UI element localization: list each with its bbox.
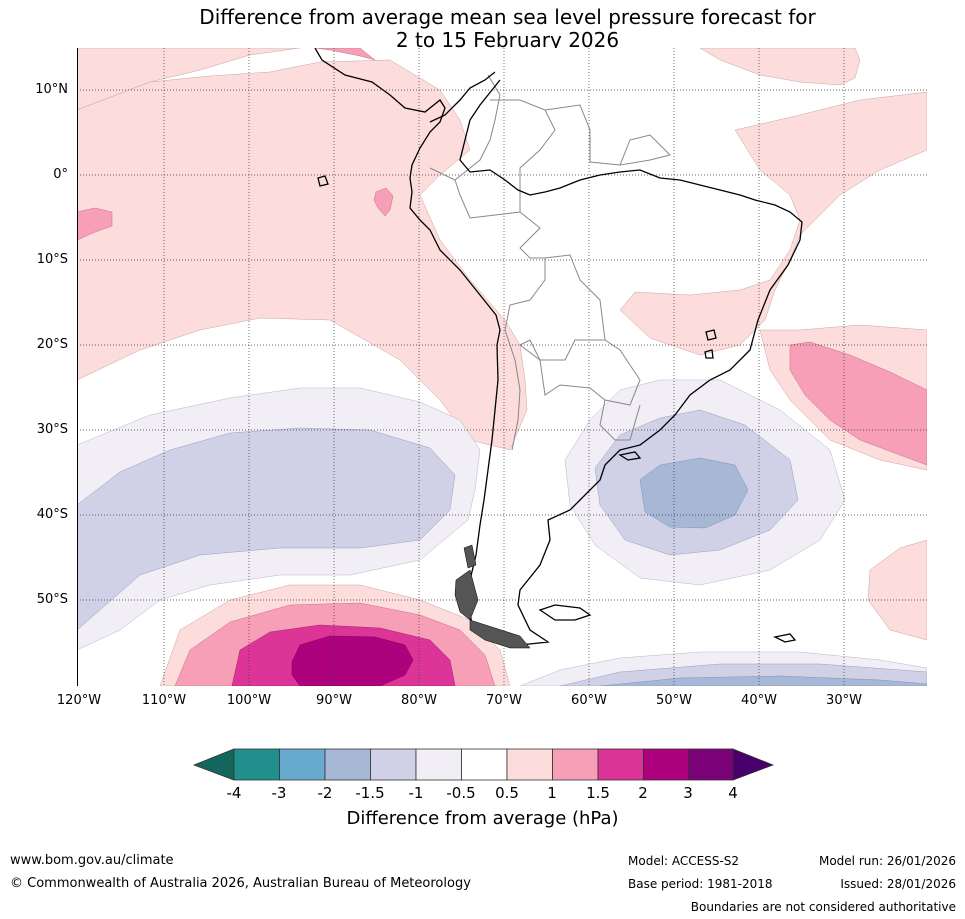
country-boundaries <box>429 74 671 451</box>
colorbar-tick: 4 <box>728 784 738 802</box>
colorbar-swatch <box>552 748 599 781</box>
copyright-notice: © Commonwealth of Australia 2026, Austra… <box>10 876 471 891</box>
lat-label-10n: 10°N <box>35 82 68 97</box>
lon-label-50w: 50°W <box>656 693 692 708</box>
colorbar-extend-low <box>192 748 235 781</box>
colorbar-extend-high <box>732 748 775 781</box>
colorbar-tick: 0.5 <box>495 784 519 802</box>
colorbar-swatch <box>233 748 280 781</box>
base-period-info: Base period: 1981-2018 <box>628 877 773 891</box>
colorbar-swatch <box>688 748 734 781</box>
lon-label-70w: 70°W <box>486 693 522 708</box>
colorbar-swatch <box>643 748 689 781</box>
colorbar-tick: -1 <box>408 784 424 802</box>
negative-anomaly-strong <box>599 457 927 686</box>
lat-label-20s: 20°S <box>36 337 68 352</box>
colorbar-tick: -2 <box>317 784 333 802</box>
colorbar-tick: -0.5 <box>446 784 476 802</box>
colorbar-swatch <box>415 748 462 781</box>
colorbar-swatch <box>597 748 644 781</box>
coastline <box>314 48 803 646</box>
colorbar-tick: 2 <box>638 784 648 802</box>
lat-label-50s: 50°S <box>36 592 68 607</box>
colorbar-tick: 3 <box>683 784 693 802</box>
lon-label-80w: 80°W <box>401 693 437 708</box>
colorbar-swatch <box>461 748 508 781</box>
lon-label-110w: 110°W <box>141 693 187 708</box>
lon-label-100w: 100°W <box>226 693 272 708</box>
boundaries-disclaimer: Boundaries are not considered authoritat… <box>690 900 956 914</box>
colorbar-swatch <box>279 748 326 781</box>
map-area <box>77 48 927 686</box>
colorbar-tick: -4 <box>226 784 242 802</box>
issued-date: Issued: 28/01/2026 <box>840 877 956 891</box>
lat-label-0: 0° <box>53 167 68 182</box>
lon-label-30w: 30°W <box>826 693 862 708</box>
colorbar-swatch <box>506 748 553 781</box>
website-link[interactable]: www.bom.gov.au/climate <box>10 853 174 868</box>
colorbar-tick: 1.5 <box>586 784 610 802</box>
lon-label-40w: 40°W <box>741 693 777 708</box>
colorbar-swatch <box>370 748 417 781</box>
map-title-line1: Difference from average mean sea level p… <box>199 5 816 29</box>
model-info: Model: ACCESS-S2 <box>628 854 740 868</box>
colorbar <box>192 748 775 781</box>
colorbar-tick: -3 <box>271 784 287 802</box>
lon-label-60w: 60°W <box>571 693 607 708</box>
colorbar-swatch <box>324 748 371 781</box>
lon-label-90w: 90°W <box>316 693 352 708</box>
graticule <box>77 48 927 686</box>
positive-anomaly-very-strong <box>291 635 414 686</box>
colorbar-tick: -1.5 <box>355 784 385 802</box>
model-run-info: Model run: 26/01/2026 <box>818 854 956 868</box>
lat-label-10s: 10°S <box>36 252 68 267</box>
lat-label-30s: 30°S <box>36 422 68 437</box>
colorbar-tick: 1 <box>547 784 557 802</box>
lat-label-40s: 40°S <box>36 507 68 522</box>
patagonia-islands <box>454 544 531 649</box>
lon-label-120w: 120°W <box>56 693 102 708</box>
colorbar-title: Difference from average (hPa) <box>346 808 619 829</box>
